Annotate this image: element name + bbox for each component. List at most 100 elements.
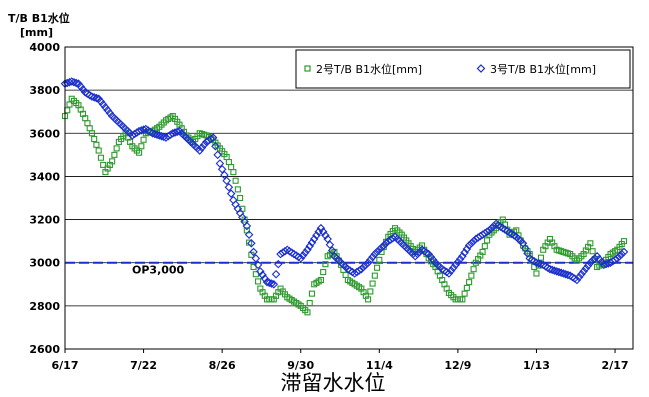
diamond-marker: [556, 268, 566, 278]
diamond-marker: [289, 249, 299, 259]
square-marker: [88, 130, 95, 137]
diamond-marker: [500, 225, 510, 234]
diamond-marker: [262, 277, 272, 287]
reference-line-label: OP3,000: [132, 264, 185, 277]
diamond-marker: [134, 126, 144, 136]
diamond-marker: [581, 264, 591, 273]
diamond-marker: [361, 260, 371, 270]
diamond-marker: [67, 77, 77, 86]
square-marker: [138, 143, 145, 150]
diamond-marker: [220, 170, 229, 180]
square-marker: [459, 296, 466, 303]
y-tick-label: 3600: [29, 127, 60, 140]
diamond-marker: [366, 255, 375, 265]
square-marker: [93, 141, 100, 148]
x-tick-label: 8/26: [209, 359, 236, 372]
y-tick-label: 4000: [29, 41, 60, 54]
diamond-marker: [291, 251, 301, 260]
diamond-marker: [251, 254, 261, 263]
diamond-marker: [417, 245, 427, 255]
diamond-marker: [482, 227, 492, 237]
diamond-marker: [462, 244, 472, 254]
diamond-marker: [496, 222, 505, 232]
square-marker: [461, 290, 468, 297]
y-axis-label-line2: [mm]: [20, 26, 53, 39]
diamond-marker: [170, 128, 180, 137]
square-marker: [463, 284, 470, 291]
legend-series-3: 3号T/B B1水位[mm]: [490, 62, 596, 76]
square-marker: [304, 309, 311, 316]
legend-box: [295, 49, 631, 89]
diamond-marker: [260, 274, 270, 283]
square-marker: [230, 169, 237, 176]
plot-frame: [64, 46, 634, 350]
diamond-marker: [327, 246, 337, 255]
diamond-marker: [563, 270, 573, 280]
square-marker: [84, 120, 91, 127]
diamond-marker: [460, 248, 469, 257]
diamond-marker: [449, 263, 458, 273]
diamond-marker: [444, 269, 454, 278]
square-marker: [322, 261, 329, 268]
diamond-marker: [599, 260, 609, 270]
square-marker: [100, 161, 107, 168]
diamond-marker: [143, 126, 153, 135]
diamond-marker: [305, 241, 314, 251]
square-marker: [374, 264, 381, 271]
x-tick-label: 1/13: [523, 359, 550, 372]
diamond-marker: [298, 251, 308, 260]
diamond-marker: [294, 252, 303, 262]
diamond-marker: [410, 251, 420, 261]
diamond-marker: [586, 258, 595, 267]
diamond-marker: [258, 270, 267, 280]
square-marker: [589, 248, 596, 255]
square-marker: [533, 270, 540, 277]
square-marker: [481, 243, 488, 250]
diamond-marker: [381, 239, 391, 248]
diamond-marker: [89, 93, 99, 102]
diamond-marker: [92, 93, 101, 103]
diamond-marker: [419, 246, 429, 256]
diamond-marker: [552, 267, 561, 276]
diamond-marker: [296, 254, 306, 263]
diamond-marker: [354, 266, 364, 275]
legend-square-marker: [304, 65, 311, 72]
diamond-marker: [345, 266, 355, 275]
square-marker: [91, 135, 98, 143]
diamond-marker: [321, 231, 330, 240]
y-tick-label: 3400: [29, 170, 60, 183]
diamond-marker: [574, 272, 584, 282]
diamond-marker: [316, 223, 326, 233]
diamond-marker: [458, 251, 467, 261]
square-marker: [371, 272, 378, 279]
diamond-marker: [502, 226, 512, 236]
square-marker: [468, 272, 475, 279]
diamond-marker: [547, 265, 557, 275]
square-marker: [228, 164, 235, 171]
square-marker: [232, 177, 239, 184]
diamond-marker: [71, 78, 81, 88]
x-tick-labels: 6/17 7/22 8/26 9/30 11/4 12/9 1/13 2/17: [52, 349, 629, 372]
x-tick-label: 2/17: [602, 359, 629, 372]
diamond-marker: [440, 266, 449, 275]
diamond-marker: [222, 176, 231, 186]
diamond-marker: [561, 269, 570, 279]
chart-caption: 滞留水水位: [281, 371, 386, 395]
diamond-marker: [494, 221, 503, 230]
diamond-marker: [318, 227, 328, 237]
square-marker: [109, 158, 116, 165]
diamond-marker: [541, 262, 550, 271]
diamond-marker: [422, 248, 431, 257]
diamond-marker: [572, 275, 582, 285]
y-tick-label: 2800: [29, 300, 60, 313]
square-marker: [234, 186, 241, 193]
diamond-marker: [619, 247, 629, 257]
diamond-marker: [505, 228, 514, 237]
diamond-marker: [455, 254, 465, 264]
diamond-marker: [527, 255, 537, 265]
diamond-marker: [617, 249, 627, 259]
diamond-marker: [469, 236, 478, 246]
square-marker: [306, 299, 313, 307]
diamond-marker: [244, 230, 254, 239]
diamond-marker: [83, 89, 92, 99]
